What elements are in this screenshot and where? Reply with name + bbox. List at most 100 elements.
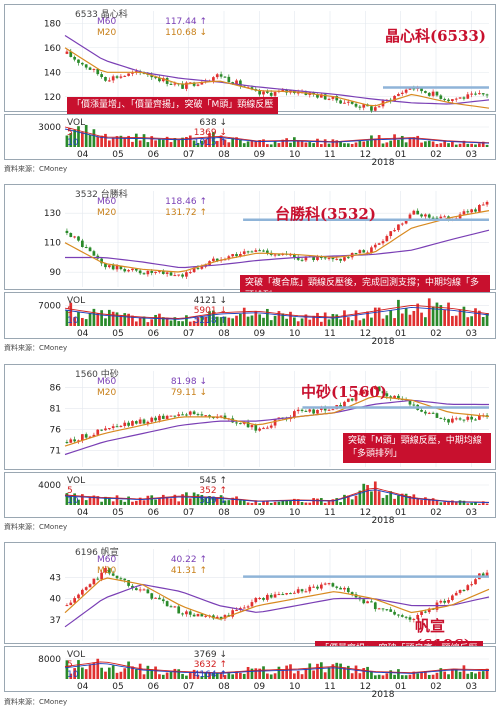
candle-body: [454, 418, 458, 420]
volume-bar: [420, 142, 423, 147]
volume-bar: [69, 673, 73, 679]
vol5-line: [64, 126, 490, 144]
ticker-label: 6196 帆宣: [75, 548, 119, 558]
volume-bar: [424, 317, 427, 326]
volume-bar: [277, 666, 281, 679]
volume-bar: [242, 673, 246, 679]
volume-bar: [370, 135, 373, 147]
candle-body: [377, 243, 381, 245]
volume-bar: [362, 141, 366, 147]
volume-bar: [478, 310, 481, 326]
candle-body: [150, 271, 154, 273]
volume-bar: [127, 661, 130, 679]
volume-bar: [292, 137, 296, 147]
vol5-value: 352 ↑: [199, 486, 227, 496]
candle-body: [462, 97, 466, 99]
candle-body: [381, 241, 385, 244]
annotation-box: 突破「M頭」頸線反壓，中期均線「多頭排列」: [343, 433, 491, 463]
volume-bar: [466, 673, 470, 679]
volume-bar: [181, 321, 184, 326]
candle-body: [239, 80, 242, 87]
source-label: 資料來源：CMoney: [4, 698, 68, 706]
month-label: 11: [324, 508, 335, 518]
volume-bar: [424, 670, 427, 679]
volume-bar: [88, 313, 92, 326]
price-chart: 86 81 76 71: [50, 371, 490, 467]
ma20-value: 79.11 ↓: [170, 388, 207, 398]
volume-bar: [246, 316, 250, 326]
volume-bar: [227, 142, 231, 147]
candle-body: [427, 214, 431, 218]
candle-body: [470, 584, 474, 586]
volume-bar: [474, 673, 477, 679]
volume-bar: [354, 495, 358, 505]
candle-body: [92, 68, 96, 70]
volume-bar: [223, 316, 227, 326]
volume-bar: [161, 317, 165, 326]
vol-value: 545 ↑: [199, 476, 227, 486]
volume-bar: [296, 141, 300, 147]
volume-bar: [80, 494, 84, 505]
candle-body: [219, 616, 223, 619]
volume-bar: [84, 124, 88, 147]
candle-body: [115, 76, 119, 78]
volume-bar: [443, 309, 447, 326]
volume-bar: [300, 318, 304, 326]
volume-bar: [451, 500, 454, 505]
volume-bar: [104, 133, 107, 147]
candle-body: [246, 422, 250, 428]
candle-body: [304, 256, 308, 261]
volume-bar: [443, 501, 447, 505]
volume-bar: [96, 496, 100, 505]
volume-bar: [227, 317, 231, 326]
candle-body: [96, 68, 100, 75]
volume-bar: [412, 310, 416, 326]
volume-bar: [273, 501, 277, 505]
candle-body: [134, 588, 138, 591]
volume-bar: [397, 495, 400, 505]
month-label: 06: [148, 329, 160, 339]
volume-bar: [323, 502, 327, 505]
candle-body: [154, 77, 157, 79]
price-chart: 130 110 90: [44, 191, 490, 287]
ma20-label: M20: [97, 566, 117, 576]
candle-body: [439, 600, 443, 603]
month-label: 12: [360, 329, 371, 339]
candle-body: [92, 251, 96, 256]
candle-body: [200, 414, 204, 416]
volume-bar: [192, 669, 196, 679]
volume-bar: [277, 143, 281, 147]
volume-bar: [335, 314, 339, 326]
volume-bar: [88, 664, 92, 679]
volume-bar: [235, 315, 238, 326]
candle-body: [165, 415, 169, 419]
candle-body: [370, 389, 373, 391]
volume-bar: [478, 503, 481, 505]
candle-body: [323, 94, 327, 100]
candle-body: [393, 611, 396, 615]
volume-bar: [447, 302, 450, 326]
volume-bar: [427, 298, 431, 326]
month-label: 04: [77, 682, 89, 692]
candle-body: [212, 258, 215, 262]
volume-bar: [123, 313, 127, 326]
volume-bar: [185, 492, 188, 505]
candle-body: [181, 83, 184, 89]
candle-body: [161, 599, 165, 602]
volume-bar: [96, 313, 100, 326]
candle-body: [227, 256, 231, 260]
volume-bar: [127, 135, 130, 147]
candle-body: [474, 93, 477, 95]
candle-body: [73, 236, 76, 238]
volume-bar: [447, 674, 450, 679]
volume-bar: [127, 313, 130, 326]
volume-bar: [400, 493, 404, 505]
candle-body: [397, 93, 400, 96]
volume-bar: [250, 668, 254, 679]
candle-body: [435, 217, 439, 219]
volume-bar: [65, 660, 69, 679]
ma20-line: [64, 47, 490, 109]
month-label: 02: [430, 682, 441, 692]
month-label: 10: [289, 682, 301, 692]
candle-body: [138, 419, 142, 424]
